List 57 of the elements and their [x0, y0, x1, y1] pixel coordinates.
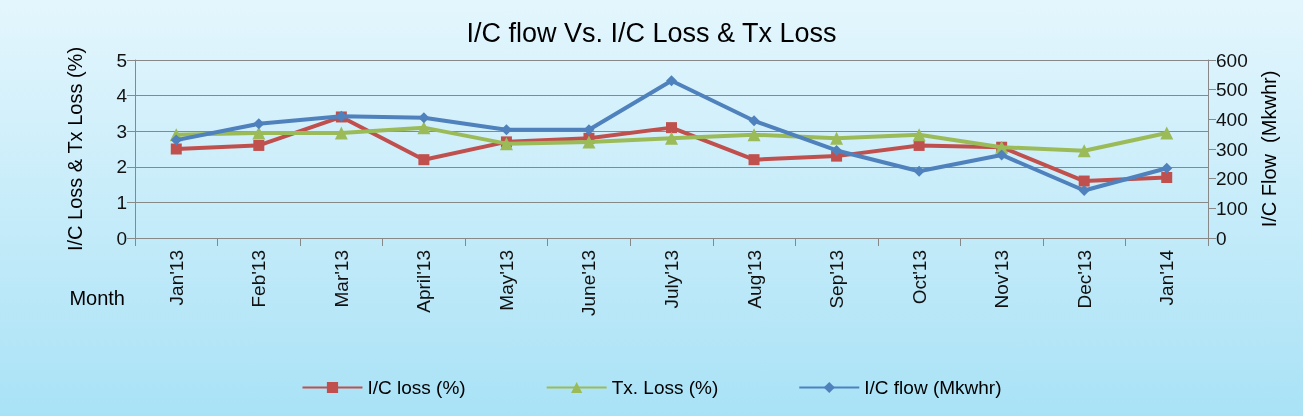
- point: [170, 134, 182, 146]
- y2-tick-label: 300: [1216, 138, 1248, 160]
- x-tick-label: Dec'13: [1073, 250, 1095, 309]
- point: [666, 122, 677, 134]
- y-tick-label: 0: [116, 227, 127, 249]
- point: [582, 135, 596, 149]
- y2-tick-label: 200: [1216, 168, 1248, 190]
- chart-title: I/C flow Vs. I/C Loss & Tx Loss: [466, 17, 837, 48]
- x-tick-label: May'13: [495, 250, 517, 311]
- point: [1077, 144, 1091, 158]
- y-axis-title: I/C Loss & Tx Loss (%): [64, 46, 86, 252]
- point: [417, 121, 431, 135]
- y-tick-label: 3: [116, 120, 127, 142]
- y-tick-label: 1: [116, 191, 127, 213]
- y-tick-label: 4: [116, 85, 128, 107]
- point: [913, 165, 925, 177]
- x-tick-label: Aug'13: [743, 250, 765, 309]
- x-tick-label: Nov'13: [991, 250, 1013, 309]
- x-tick-label: June'13: [578, 250, 600, 316]
- x-tick-label: Jan'14: [1156, 249, 1178, 306]
- y2-tick-label: 600: [1216, 49, 1248, 71]
- point: [1161, 162, 1173, 174]
- y2-tick-label: 0: [1216, 227, 1227, 249]
- x-tick-label: Oct'13: [908, 250, 930, 305]
- point: [418, 154, 430, 166]
- x-tick-label: July'13: [661, 250, 682, 309]
- legend-label: I/C flow (Mkwhr): [864, 377, 1002, 398]
- x-tick-label: Jan'13: [165, 250, 187, 306]
- point: [666, 75, 677, 87]
- point: [1078, 175, 1090, 187]
- point: [830, 131, 844, 145]
- legend-label: I/C loss (%): [367, 377, 466, 398]
- point: [1078, 185, 1090, 197]
- point: [831, 144, 843, 156]
- point: [747, 128, 761, 142]
- point: [1161, 171, 1173, 183]
- y-tick-label: 5: [116, 49, 127, 71]
- point: [170, 143, 182, 155]
- point: [1160, 126, 1174, 140]
- legend-label: Tx. Loss (%): [611, 377, 719, 398]
- y-tick-label: 2: [116, 156, 127, 178]
- x-tick-label: Feb'13: [248, 250, 270, 308]
- x-tick-label: Sep'13: [826, 250, 848, 309]
- point: [996, 149, 1008, 161]
- y2-tick-label: 500: [1216, 79, 1248, 101]
- point: [748, 154, 760, 166]
- point: [912, 128, 926, 142]
- y2-axis-title: I/C Flow (Mkwhr): [1257, 70, 1280, 228]
- x-axis-title: Month: [69, 287, 125, 309]
- y2-tick-label: 400: [1216, 108, 1248, 130]
- x-tick-label: Mar'13: [330, 250, 352, 308]
- point: [665, 131, 678, 145]
- y2-tick-label: 100: [1216, 197, 1248, 219]
- point: [334, 126, 348, 140]
- x-tick-label: April'13: [413, 250, 435, 313]
- point: [748, 115, 760, 127]
- point: [253, 139, 265, 151]
